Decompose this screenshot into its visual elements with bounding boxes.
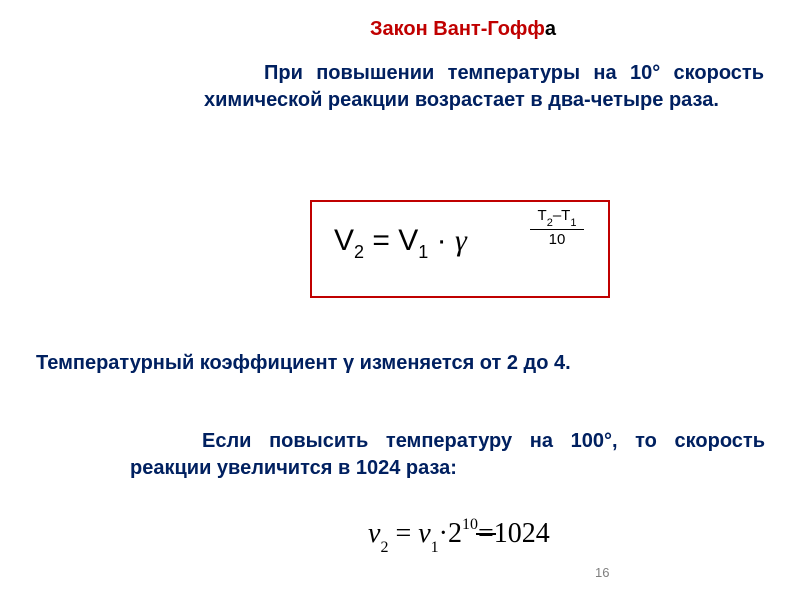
- page-number: 16: [595, 565, 609, 580]
- f1-exponent: T2–T1 10: [530, 208, 584, 247]
- f2-v2: v: [368, 518, 380, 549]
- f1-sub2: 2: [354, 242, 364, 262]
- f1-T1-sub: 1: [570, 217, 576, 229]
- slide-title: Закон Вант-Гоффа: [370, 18, 556, 41]
- f1-v1: V: [398, 224, 418, 257]
- example-formula: v2 = v1·210=1024: [368, 518, 550, 554]
- f2-v1: v: [418, 518, 430, 549]
- f1-minus: –: [553, 207, 561, 224]
- f2-sub2: 2: [380, 539, 388, 556]
- f1-sub1: 1: [418, 242, 428, 262]
- para3-text: Если повысить температуру на 100°, то ск…: [130, 430, 765, 479]
- f1-T2-sub: 2: [547, 217, 553, 229]
- f1-gamma: γ: [455, 224, 467, 257]
- f1-T2: T: [538, 207, 547, 224]
- f1-dot: ·: [428, 224, 455, 257]
- paragraph-example: Если повысить температуру на 100°, то ск…: [130, 428, 765, 482]
- f2-eq: =: [388, 518, 418, 549]
- para1-text: При повышении температуры на 10° скорост…: [204, 62, 764, 111]
- f2-eq2: =: [478, 518, 494, 550]
- paragraph-gamma-range: Температурный коэффициент γ изменяется о…: [36, 352, 764, 375]
- formula-box: V2 = V1 · γ T2–T1 10: [310, 200, 610, 298]
- f2-sub1: 1: [431, 539, 439, 556]
- f1-exp-denom: 10: [530, 230, 584, 247]
- f2-dot: ·: [439, 518, 448, 549]
- title-red: Закон Вант-Гофф: [370, 18, 545, 40]
- vant-hoff-formula: V2 = V1 · γ: [334, 224, 467, 259]
- paragraph-law-statement: При повышении температуры на 10° скорост…: [204, 60, 764, 114]
- f2-res: 1024: [494, 518, 550, 549]
- f1-eq: =: [364, 224, 398, 257]
- f2-sup: 10: [462, 516, 478, 533]
- f1-T1: T: [561, 207, 570, 224]
- title-black: а: [545, 18, 556, 40]
- f2-two: 2: [448, 518, 462, 549]
- f1-v2: V: [334, 224, 354, 257]
- f1-exp-numer: T2–T1: [530, 208, 584, 229]
